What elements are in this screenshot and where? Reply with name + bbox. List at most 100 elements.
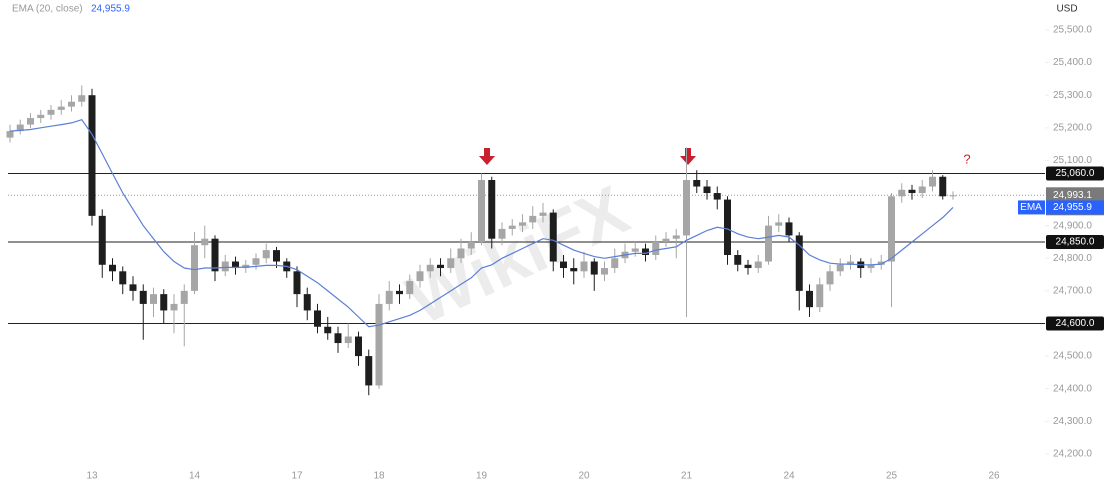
candle-body (754, 261, 762, 269)
candle-body (662, 238, 670, 242)
legend-text: EMA (20, close) (12, 4, 83, 15)
candle-body (672, 235, 680, 239)
ema-tag (1018, 200, 1045, 215)
candle-body (724, 199, 731, 255)
candle-body (396, 290, 403, 295)
candle-body (693, 180, 701, 187)
level-label: 24,600.0 (1056, 318, 1095, 329)
candle-body (785, 222, 793, 236)
annotation: ? (963, 151, 970, 166)
candle-body (519, 222, 526, 226)
candle-body (314, 310, 321, 327)
candle-body (590, 261, 598, 275)
candle-body (580, 261, 588, 272)
candle-body (836, 264, 844, 272)
candle-body (426, 264, 434, 272)
candle-body (601, 268, 608, 275)
candle-body (826, 271, 834, 285)
candle-body (355, 336, 362, 357)
candle-body (949, 195, 957, 197)
candle-body (642, 248, 649, 255)
level-label: 25,060.0 (1056, 168, 1095, 179)
candle-body (467, 241, 475, 249)
y-tick-label: 24,300.0 (1053, 416, 1092, 427)
candle-body (98, 215, 106, 265)
x-tick-label: 19 (476, 471, 488, 482)
price-label: 24,993.1 (1053, 190, 1092, 201)
candle-body (334, 333, 342, 344)
candle-body (908, 189, 916, 194)
candle-body (488, 180, 496, 239)
candle-body (119, 271, 127, 285)
ema-name: EMA (1020, 202, 1042, 213)
candle-body (88, 95, 96, 216)
candle-body (109, 264, 116, 272)
candle-body (939, 176, 947, 197)
x-tick-label: 26 (988, 471, 1000, 482)
candle-body (129, 284, 137, 291)
currency: USD (1056, 4, 1077, 15)
y-tick-label: 24,700.0 (1053, 286, 1092, 297)
candle-body (57, 106, 65, 110)
candle-body (191, 245, 198, 291)
x-tick-label: 24 (783, 471, 795, 482)
candle-body (775, 222, 783, 226)
x-tick-label: 21 (681, 471, 693, 482)
x-tick-label: 14 (189, 471, 201, 482)
candle-body (211, 238, 219, 272)
candle-body (160, 294, 168, 311)
y-tick-label: 24,900.0 (1053, 220, 1092, 231)
candle-body (898, 189, 906, 197)
candle-body (150, 294, 157, 304)
candle-body (139, 290, 147, 304)
x-tick-label: 18 (373, 471, 385, 482)
candle-body (795, 235, 803, 291)
candle-body (744, 264, 752, 269)
arrow (680, 148, 696, 165)
level-tag (1046, 234, 1104, 249)
candle-body (293, 271, 301, 295)
level-tag (1046, 316, 1104, 331)
candle-body (888, 196, 895, 262)
candle-body (683, 180, 690, 236)
y-tick-label: 24,400.0 (1053, 383, 1092, 394)
candle-body (549, 212, 557, 262)
candle-body (765, 225, 772, 262)
y-tick-label: 25,300.0 (1053, 90, 1092, 101)
y-tick-label: 24,800.0 (1053, 253, 1092, 264)
legend-value: 24,955.9 (91, 4, 130, 15)
candle-body (652, 241, 660, 255)
candle-body (877, 261, 885, 265)
candle-body (447, 258, 455, 269)
candle-body (734, 255, 742, 265)
candle-body (457, 248, 465, 259)
candle-body (611, 258, 619, 269)
candle-body (6, 131, 14, 138)
ema-value: 24,955.9 (1053, 202, 1092, 213)
arrow (479, 148, 495, 165)
x-tick-label: 20 (578, 471, 590, 482)
candle-body (816, 284, 824, 308)
candle-body (16, 124, 24, 132)
x-tick-label: 25 (886, 471, 898, 482)
candle-body (560, 261, 567, 269)
candle-body (929, 176, 936, 187)
candle-body (221, 261, 229, 272)
level-tag (1046, 166, 1104, 181)
candle-body (570, 268, 578, 272)
y-tick-label: 24,500.0 (1053, 351, 1092, 362)
candle-body (703, 186, 711, 194)
candle-body (539, 212, 547, 216)
candle-body (68, 101, 75, 107)
candle-body (303, 294, 311, 311)
candle-body (416, 271, 424, 282)
candle-body (806, 290, 813, 308)
candle-body (918, 186, 926, 194)
candle-body (375, 303, 383, 386)
candle-body (508, 225, 516, 229)
candle-body (232, 261, 239, 269)
candle-body (201, 238, 209, 246)
level-label: 24,850.0 (1056, 237, 1095, 248)
candle-body (406, 281, 414, 295)
